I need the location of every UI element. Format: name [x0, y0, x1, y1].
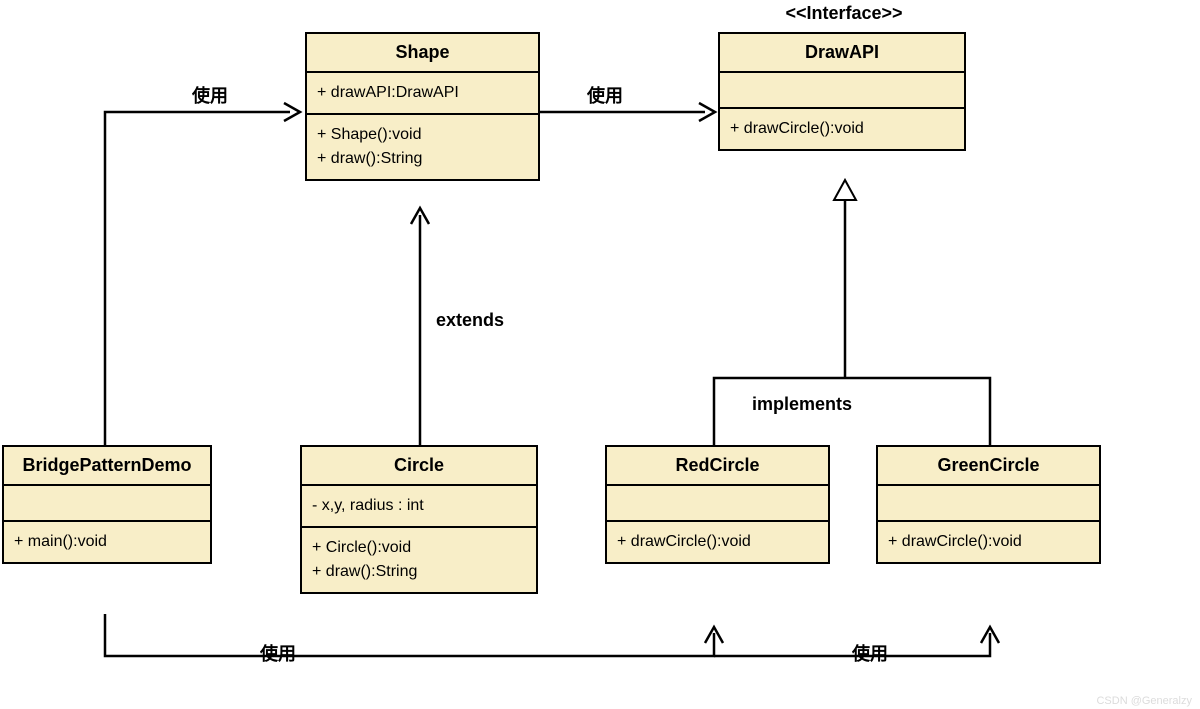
arrow-demo-to-green	[981, 627, 999, 643]
class-shape-methods: + Shape():void + draw():String	[307, 115, 538, 179]
class-greencircle-attrs	[878, 486, 1099, 522]
edge-demo-to-red	[105, 614, 714, 656]
class-demo: BridgePatternDemo + main():void	[2, 445, 212, 564]
stereotype-text: <<Interface>>	[785, 3, 902, 23]
edge-demo-to-shape	[105, 112, 290, 445]
label-use-4: 使用	[850, 640, 890, 666]
stereotype-interface: <<Interface>>	[720, 3, 968, 24]
arrow-demo-to-shape	[284, 103, 300, 121]
arrow-shape-to-drawapi	[699, 103, 715, 121]
interface-drawapi-attrs	[720, 73, 964, 109]
class-redcircle-methods: + drawCircle():void	[607, 522, 828, 562]
label-use-1: 使用	[190, 82, 230, 108]
class-circle: Circle - x,y, radius : int + Circle():vo…	[300, 445, 538, 594]
label-implements: implements	[750, 394, 854, 415]
class-greencircle: GreenCircle + drawCircle():void	[876, 445, 1101, 564]
label-use-3: 使用	[258, 640, 298, 666]
class-redcircle-attrs	[607, 486, 828, 522]
class-shape: Shape + drawAPI:DrawAPI + Shape():void +…	[305, 32, 540, 181]
class-circle-title: Circle	[302, 447, 536, 486]
arrow-demo-to-red	[705, 627, 723, 643]
interface-drawapi-methods: + drawCircle():void	[720, 109, 964, 149]
arrow-implements	[834, 180, 856, 200]
class-demo-methods: + main():void	[4, 522, 210, 562]
label-extends: extends	[434, 310, 506, 331]
class-shape-attrs: + drawAPI:DrawAPI	[307, 73, 538, 115]
arrow-circle-to-shape	[411, 208, 429, 224]
class-redcircle: RedCircle + drawCircle():void	[605, 445, 830, 564]
interface-drawapi: DrawAPI + drawCircle():void	[718, 32, 966, 151]
class-circle-attrs: - x,y, radius : int	[302, 486, 536, 528]
label-use-2: 使用	[585, 82, 625, 108]
class-shape-title: Shape	[307, 34, 538, 73]
class-demo-attrs	[4, 486, 210, 522]
watermark: CSDN @Generalzy	[1096, 695, 1192, 707]
class-greencircle-methods: + drawCircle():void	[878, 522, 1099, 562]
class-circle-methods: + Circle():void + draw():String	[302, 528, 536, 592]
interface-drawapi-title: DrawAPI	[720, 34, 964, 73]
class-greencircle-title: GreenCircle	[878, 447, 1099, 486]
class-redcircle-title: RedCircle	[607, 447, 828, 486]
class-demo-title: BridgePatternDemo	[4, 447, 210, 486]
